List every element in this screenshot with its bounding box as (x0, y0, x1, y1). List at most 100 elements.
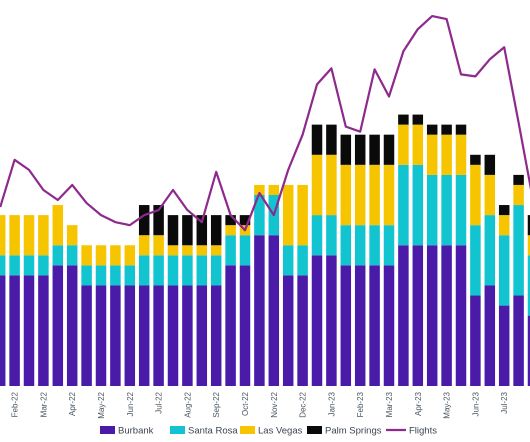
bar-palm-springs-jan-24 (340, 134, 352, 165)
bar-santa-rosa-feb-25 (527, 255, 530, 316)
bar-burbank-jul-23 (254, 235, 265, 386)
bar-palm-springs-mar-24 (369, 134, 380, 165)
legend-swatch-burbank (100, 426, 115, 434)
bar-las-vegas-dec-24 (498, 215, 510, 236)
bar-burbank-feb-23 (182, 285, 193, 386)
bar-las-vegas-nov-23 (311, 154, 323, 216)
bar-las-vegas-jun-24 (412, 124, 424, 165)
bar-burbank-aug-24 (441, 245, 452, 386)
x-tick-label: Dec-22 (299, 391, 308, 417)
bar-palm-springs-feb-24 (354, 134, 366, 165)
x-tick-label: Jun-22 (126, 391, 135, 416)
x-tick-label: Feb-22 (11, 391, 20, 417)
x-tick-label: May-22 (97, 391, 106, 418)
bar-palm-springs-jun-24 (412, 114, 424, 125)
bar-burbank-jul-22 (81, 285, 92, 386)
x-tick-label: Oct-22 (241, 391, 250, 416)
bar-santa-rosa-feb-23 (182, 255, 193, 286)
bar-palm-springs-dec-23 (326, 124, 337, 155)
bar-santa-rosa-nov-24 (484, 215, 496, 286)
bar-burbank-oct-22 (124, 285, 136, 386)
bar-las-vegas-may-22 (52, 205, 64, 246)
bar-las-vegas-jan-24 (340, 164, 352, 226)
bar-palm-springs-jan-25 (513, 174, 524, 185)
bar-santa-rosa-may-23 (225, 235, 236, 266)
bar-santa-rosa-may-22 (52, 245, 64, 266)
bar-santa-rosa-dec-24 (498, 235, 510, 306)
bar-palm-springs-dec-24 (498, 205, 510, 216)
bar-las-vegas-feb-25 (527, 235, 530, 256)
bar-santa-rosa-feb-22 (9, 255, 20, 276)
legend-label: Palm Springs (325, 426, 382, 437)
bar-burbank-may-22 (52, 265, 64, 386)
bar-burbank-may-24 (398, 245, 409, 386)
bar-las-vegas-jun-22 (66, 225, 78, 246)
bar-santa-rosa-jun-24 (412, 164, 424, 246)
bar-las-vegas-feb-23 (182, 245, 193, 256)
bar-burbank-aug-23 (268, 235, 280, 386)
bar-las-vegas-jan-25 (513, 184, 524, 206)
bar-palm-springs-mar-23 (196, 215, 208, 246)
legend-label: Flights (409, 426, 437, 437)
bar-palm-springs-dec-22 (153, 205, 164, 236)
x-tick-label: Feb-23 (356, 391, 365, 417)
bar-palm-springs-feb-23 (182, 215, 193, 246)
bar-santa-rosa-jun-23 (239, 235, 251, 266)
bar-santa-rosa-jan-24 (340, 225, 352, 266)
bar-las-vegas-jul-23 (254, 184, 265, 195)
bar-las-vegas-feb-24 (354, 164, 366, 226)
bar-palm-springs-apr-23 (210, 215, 222, 246)
x-axis-tick-labels: Feb-22 Mar-22 Apr-22 May-22 Jun-22 Jul-22 Aug-… (11, 391, 530, 418)
bar-las-vegas-aug-23 (268, 184, 280, 195)
bar-burbank-dec-23 (326, 255, 337, 386)
legend-item-santa-rosa: Santa Rosa (170, 426, 238, 437)
bar-santa-rosa-jun-22 (66, 245, 78, 266)
bar-las-vegas-jan-23 (167, 245, 179, 256)
bar-santa-rosa-jan-23 (167, 255, 179, 286)
bar-burbank-feb-22 (9, 275, 20, 386)
bar-las-vegas-jul-22 (81, 245, 92, 266)
bar-las-vegas-sep-23 (282, 184, 294, 246)
x-tick-label: Jan-23 (327, 391, 336, 416)
bar-burbank-mar-24 (369, 265, 380, 386)
bar-santa-rosa-mar-24 (369, 225, 380, 266)
bar-burbank-mar-23 (196, 285, 208, 386)
bar-burbank-dec-22 (153, 285, 164, 386)
x-tick-label: Jul-23 (500, 391, 509, 413)
bar-palm-springs-may-23 (225, 215, 236, 226)
bar-burbank-jul-24 (426, 245, 438, 386)
bar-las-vegas-dec-23 (326, 154, 337, 216)
x-tick-label: Mar-23 (385, 391, 394, 417)
bar-layer (0, 114, 530, 386)
bar-burbank-dec-24 (498, 305, 510, 386)
x-tick-label: Sep-22 (212, 391, 221, 417)
legend-label: Burbank (118, 426, 154, 437)
bar-las-vegas-apr-22 (38, 215, 49, 256)
bar-burbank-jan-24 (340, 265, 352, 386)
bar-palm-springs-jul-24 (426, 124, 438, 135)
legend-item-las-vegas: Las Vegas (240, 426, 303, 437)
bar-las-vegas-feb-22 (9, 215, 20, 256)
bar-palm-springs-aug-24 (441, 124, 452, 135)
bar-santa-rosa-sep-23 (282, 245, 294, 276)
x-tick-label: Nov-22 (270, 391, 279, 417)
bar-santa-rosa-may-24 (398, 164, 409, 246)
legend-item-palm-springs: Palm Springs (307, 426, 382, 437)
bar-santa-rosa-mar-23 (196, 255, 208, 286)
bar-palm-springs-apr-24 (383, 134, 395, 165)
bar-santa-rosa-feb-24 (354, 225, 366, 266)
flights-line-layer (0, 14, 530, 232)
bar-burbank-nov-24 (484, 285, 496, 386)
x-tick-label: Apr-22 (68, 391, 77, 416)
bar-las-vegas-oct-24 (470, 164, 481, 226)
bar-burbank-aug-22 (95, 285, 107, 386)
bar-burbank-may-23 (225, 265, 236, 386)
bar-las-vegas-oct-22 (124, 245, 136, 266)
bar-santa-rosa-oct-24 (470, 225, 481, 296)
bar-santa-rosa-aug-22 (95, 265, 107, 286)
bar-burbank-apr-22 (38, 275, 49, 386)
bar-palm-springs-feb-25 (527, 215, 530, 236)
bar-santa-rosa-mar-22 (23, 255, 35, 276)
